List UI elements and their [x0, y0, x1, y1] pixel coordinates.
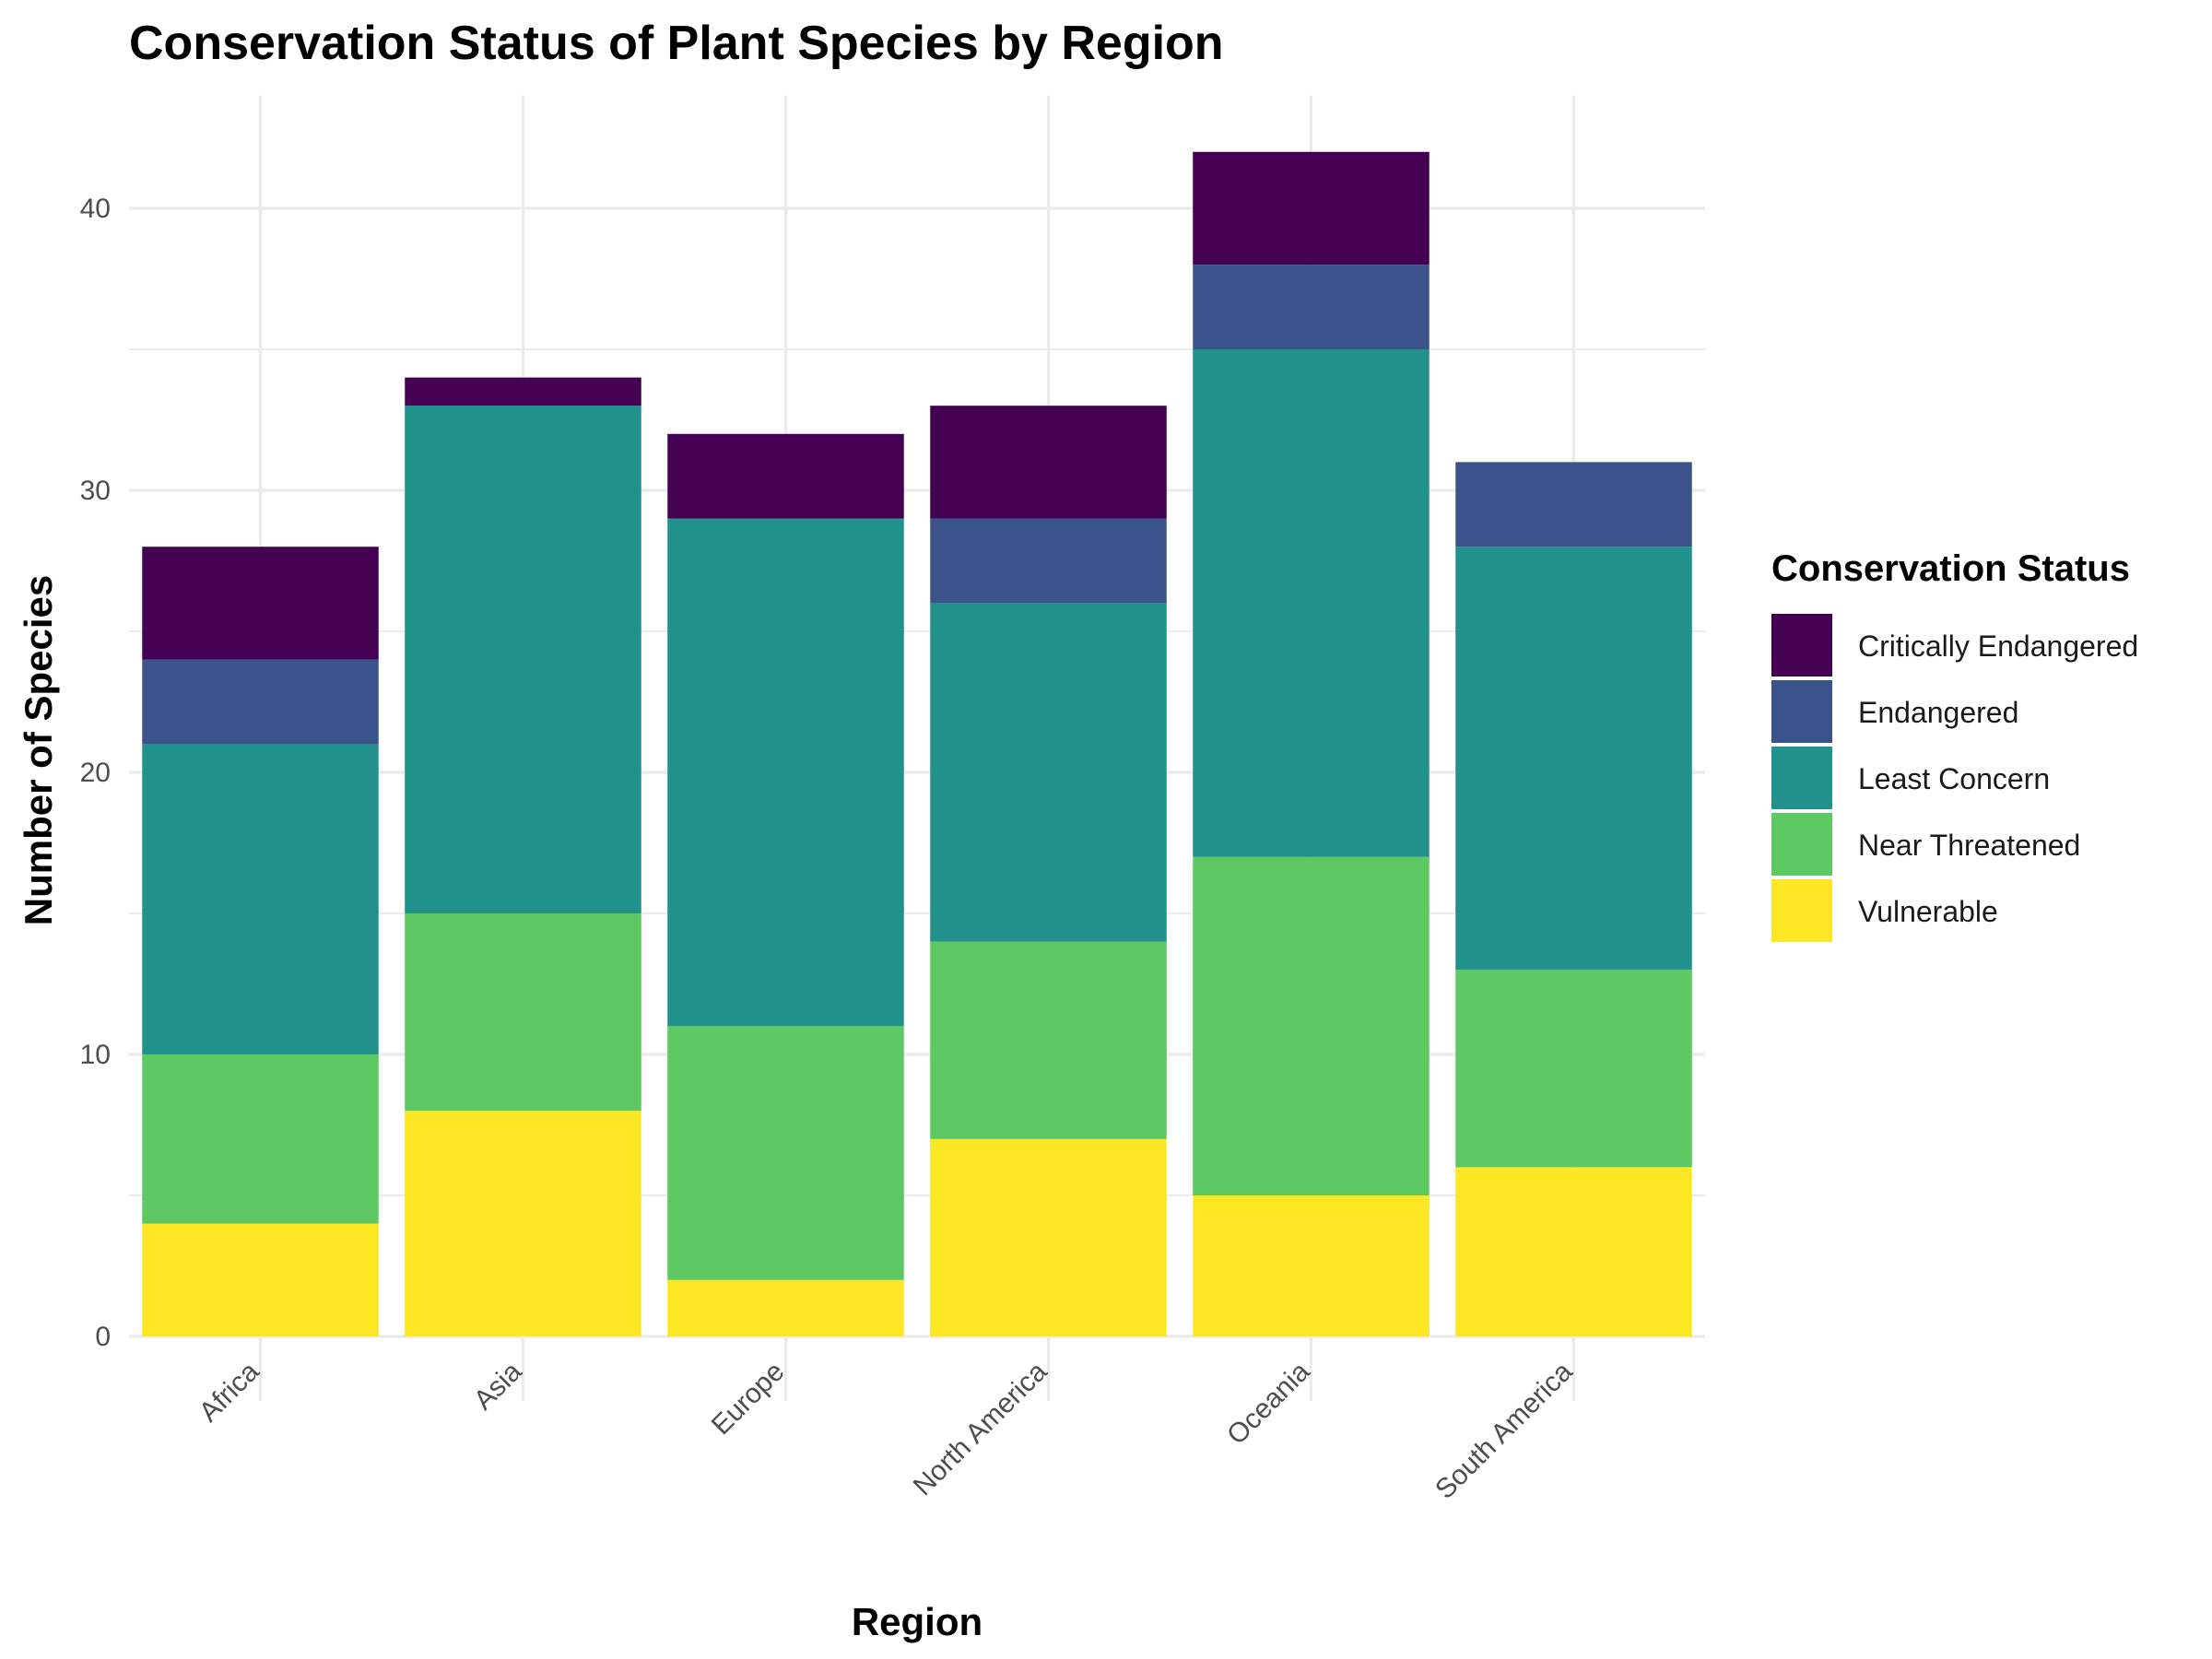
y-tick-label: 10	[80, 1040, 111, 1070]
bar-critically-endangered	[930, 406, 1167, 519]
legend-label: Near Threatened	[1858, 829, 2080, 862]
bar-vulnerable	[930, 1138, 1167, 1336]
bar-vulnerable	[667, 1279, 904, 1336]
x-tick-label: Oceania	[1221, 1356, 1316, 1451]
bar-endangered	[1455, 462, 1692, 547]
bar-vulnerable	[405, 1111, 641, 1336]
bar-near-threatened	[930, 941, 1167, 1139]
bar-vulnerable	[1455, 1167, 1692, 1336]
legend-label: Critically Endangered	[1858, 629, 2138, 663]
bar-least-concern	[930, 603, 1167, 942]
bar-near-threatened	[142, 1054, 379, 1224]
x-tick-labels: Africa Asia Europe North America Oceania Sout…	[194, 1356, 1579, 1505]
bar-near-threatened	[667, 1026, 904, 1280]
y-tick-label: 20	[80, 758, 111, 788]
y-tick-label: 40	[80, 194, 111, 224]
bar-least-concern	[1455, 547, 1692, 971]
legend-key	[1771, 680, 1832, 743]
bar-critically-endangered	[405, 377, 641, 406]
bar-least-concern	[1193, 349, 1430, 857]
legend-key	[1771, 813, 1832, 876]
x-tick-label: Europe	[706, 1357, 791, 1441]
bar-least-concern	[142, 744, 379, 1054]
bar-vulnerable	[142, 1223, 379, 1336]
bar-endangered	[930, 518, 1167, 604]
bar-critically-endangered	[667, 433, 904, 519]
y-tick-label: 0	[95, 1322, 111, 1352]
x-tick-label: Asia	[468, 1356, 528, 1416]
bar-critically-endangered	[1193, 151, 1430, 265]
bar-least-concern	[667, 518, 904, 1027]
legend-key	[1771, 747, 1832, 809]
legend-label: Least Concern	[1858, 762, 2050, 795]
legend-title: Conservation Status	[1771, 548, 2130, 589]
chart-title: Conservation Status of Plant Species by …	[129, 17, 1224, 70]
legend: Conservation Status Critically Endangere…	[1771, 548, 2138, 942]
x-tick-label: North America	[908, 1356, 1053, 1501]
x-tick-label: South America	[1430, 1356, 1579, 1505]
bars	[142, 151, 1692, 1336]
y-tick-labels: 0 10 20 30 40	[80, 194, 111, 1352]
legend-label: Vulnerable	[1858, 895, 1998, 928]
legend-key	[1771, 879, 1832, 942]
legend-label: Endangered	[1858, 696, 2018, 729]
bar-near-threatened	[405, 913, 641, 1112]
x-tick-label: Africa	[194, 1356, 265, 1428]
bar-endangered	[142, 659, 379, 745]
legend-key	[1771, 614, 1832, 677]
bar-near-threatened	[1193, 856, 1430, 1195]
bar-critically-endangered	[142, 547, 379, 660]
bar-near-threatened	[1455, 970, 1692, 1168]
bar-endangered	[1193, 265, 1430, 349]
bar-least-concern	[405, 406, 641, 913]
x-axis-title: Region	[852, 1600, 982, 1643]
y-axis-title: Number of Species	[17, 575, 60, 925]
y-tick-label: 30	[80, 476, 111, 506]
bar-vulnerable	[1193, 1195, 1430, 1336]
